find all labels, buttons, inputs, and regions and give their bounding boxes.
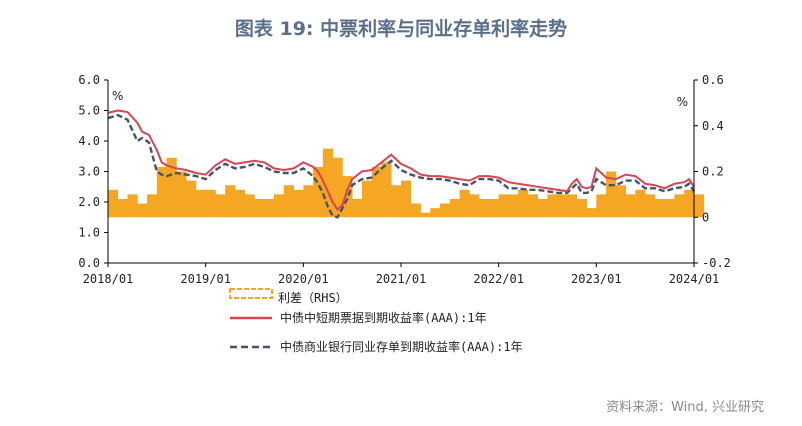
spread-bar <box>645 194 656 218</box>
right-tick-label: 0.6 <box>702 73 724 87</box>
x-tick-label: 2023/01 <box>571 272 622 286</box>
spread-bar <box>547 194 558 218</box>
spread-bar <box>537 198 548 218</box>
spread-bar <box>606 171 617 218</box>
spread-bar <box>401 180 412 218</box>
spread-bar <box>371 166 382 218</box>
ncd-yield-line <box>107 113 696 219</box>
mtn-yield-line <box>107 109 695 212</box>
spread-bar <box>274 194 285 218</box>
legend-label: 中债商业银行同业存单到期收益率(AAA):1年 <box>280 339 523 354</box>
spread-bar <box>205 189 216 218</box>
spread-bar <box>410 203 421 218</box>
spread-bar <box>635 189 646 218</box>
spread-bar <box>684 189 695 218</box>
spread-bar <box>332 157 343 218</box>
spread-bar <box>694 194 705 218</box>
left-tick-label: 3.0 <box>78 165 100 179</box>
spread-bar <box>596 194 607 218</box>
left-axis-unit: % <box>112 89 123 103</box>
right-tick-label: 0 <box>702 210 709 224</box>
legend-item: 中债商业银行同业存单到期收益率(AAA):1年 <box>230 339 523 354</box>
left-tick-label: 6.0 <box>78 73 100 87</box>
spread-bar <box>469 194 480 218</box>
spread-bar <box>147 194 158 218</box>
spread-bar <box>625 194 636 218</box>
series-lines <box>107 109 696 219</box>
spread-bar <box>313 166 324 218</box>
spread-bar <box>567 194 578 218</box>
spread-bar <box>195 189 207 218</box>
spread-bar <box>674 194 685 218</box>
spread-bar <box>283 185 294 218</box>
spread-bar <box>108 189 119 218</box>
spread-bar <box>440 203 451 218</box>
spread-bar <box>264 198 275 218</box>
left-tick-label: 4.0 <box>78 134 100 148</box>
spread-bar <box>430 208 441 218</box>
x-tick-label: 2022/01 <box>473 272 524 286</box>
spread-bar <box>654 198 666 218</box>
spread-bar <box>508 194 519 218</box>
spread-bar <box>586 208 597 218</box>
x-tick-label: 2019/01 <box>180 272 231 286</box>
spread-bar <box>488 198 500 218</box>
spread-bar <box>117 198 128 218</box>
spread-bar <box>352 198 363 218</box>
x-tick-label: 2024/01 <box>669 272 720 286</box>
right-axis-unit: % <box>677 95 688 109</box>
legend: 利差（RHS） 中债中短期票据到期收益率(AAA):1年中债商业银行同业存单到期收… <box>229 288 523 354</box>
spread-bar <box>244 194 255 218</box>
spread-bar <box>557 194 568 218</box>
spread-bar <box>518 189 529 218</box>
spread-bar <box>215 194 226 218</box>
spread-bar <box>176 171 187 218</box>
spread-bar <box>293 189 304 218</box>
spread-bar <box>527 194 539 218</box>
spread-bar <box>459 189 470 218</box>
spread-bar <box>254 198 265 218</box>
spread-bar <box>127 194 138 218</box>
spread-bar <box>479 198 490 218</box>
legend-label: 中债中短期票据到期收益率(AAA):1年 <box>280 310 487 325</box>
left-tick-label: 2.0 <box>78 195 100 209</box>
legend-item: 利差（RHS） <box>229 288 348 305</box>
spread-bar <box>498 194 509 218</box>
spread-bar <box>303 185 314 218</box>
spread-bar <box>322 148 333 218</box>
chart-title: 图表 19: 中票利率与同业存单利率走势 <box>234 18 568 40</box>
x-tick-label: 2018/01 <box>83 272 134 286</box>
left-tick-label: 0.0 <box>78 256 100 270</box>
spread-bars <box>108 148 705 218</box>
right-tick-label: -0.2 <box>702 256 731 270</box>
spread-bar <box>225 185 236 218</box>
source-note: 资料来源：Wind, 兴业研究 <box>606 400 764 415</box>
x-tick-label: 2020/01 <box>278 272 329 286</box>
spread-bar <box>361 180 373 218</box>
spread-bar <box>391 185 402 218</box>
spread-bar <box>156 166 167 218</box>
left-tick-label: 5.0 <box>78 104 100 118</box>
spread-bar <box>166 157 177 218</box>
spread-bar <box>664 198 675 218</box>
spread-bar <box>186 180 197 218</box>
spread-bar <box>449 198 460 218</box>
spread-bar <box>576 198 587 218</box>
legend-swatch-spread <box>229 288 273 299</box>
spread-bar <box>342 176 353 218</box>
legend-item: 中债中短期票据到期收益率(AAA):1年 <box>230 310 487 325</box>
x-tick-label: 2021/01 <box>376 272 427 286</box>
right-tick-label: 0.2 <box>702 165 724 179</box>
axes: 6.0 5.0 4.0 3.0 2.0 1.0 0.0 0.6 0.4 0.2 0 -0.2 2018/… <box>78 73 731 286</box>
spread-bar <box>234 189 246 218</box>
legend-label: 利差（RHS） <box>278 291 348 305</box>
spread-bar <box>137 203 148 218</box>
spread-bar <box>381 162 392 218</box>
left-tick-label: 1.0 <box>78 226 100 240</box>
spread-bar <box>615 185 626 218</box>
right-tick-label: 0.4 <box>702 119 724 133</box>
spread-bar <box>420 212 431 218</box>
